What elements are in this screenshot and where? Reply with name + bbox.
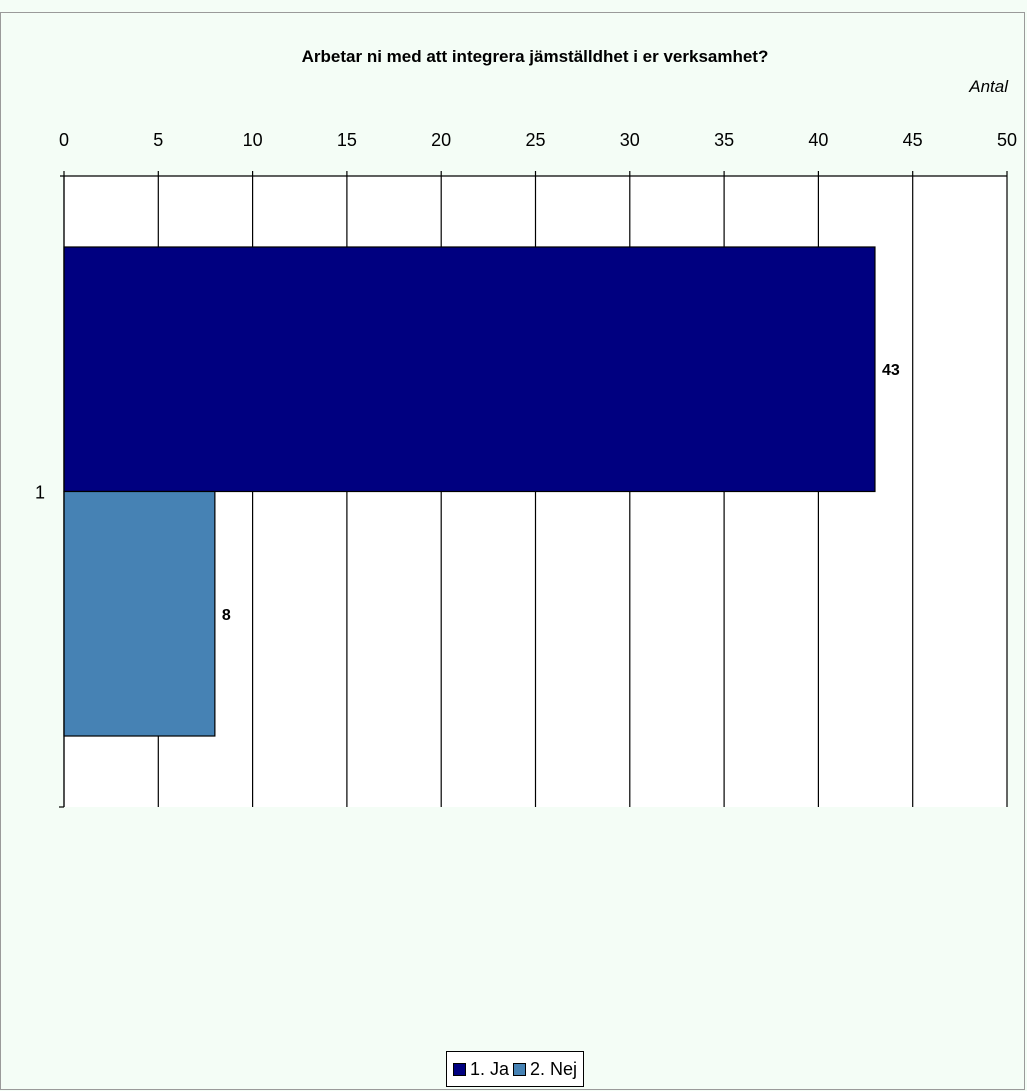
unit-label: Antal [968,77,1009,96]
chart-title: Arbetar ni med att integrera jämställdhe… [302,47,769,66]
x-tick-label: 0 [59,130,69,150]
x-tick-label: 25 [525,130,545,150]
data-label: 8 [222,607,231,624]
bar [63,490,216,737]
x-tick-label: 15 [337,130,357,150]
x-tick-label: 30 [620,130,640,150]
data-label: 43 [882,362,900,379]
x-tick-label: 10 [243,130,263,150]
legend-swatch [453,1062,466,1076]
x-tick-label: 35 [714,130,734,150]
category-label: 1 [35,483,45,503]
axes [59,171,1008,808]
legend-item: 2. Nej [513,1059,577,1080]
x-tick-label: 40 [808,130,828,150]
legend-label: 1. Ja [470,1058,510,1079]
legend-item: 1. Ja [453,1059,509,1080]
x-tick-label: 5 [153,130,163,150]
x-tick-label: 20 [431,130,451,150]
legend-label: 2. Nej [530,1058,578,1079]
tick-labels: 0 5 10 15 20 25 30 35 40 45 50 1 [35,130,1017,503]
x-tick-label: 45 [903,130,923,150]
data-labels: 43 8 [222,362,900,624]
bar [63,246,876,493]
legend: 1. Ja 2. Nej [446,1051,585,1087]
x-tick-label: 50 [997,130,1017,150]
bars [63,246,876,737]
legend-swatch [513,1062,527,1076]
